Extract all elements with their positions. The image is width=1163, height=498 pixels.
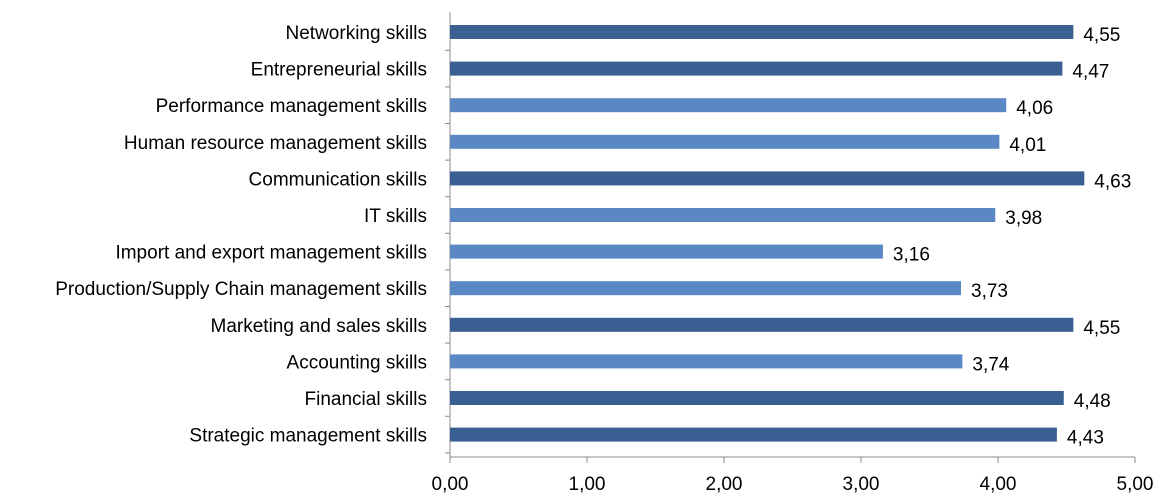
value-label: 3,73	[971, 281, 1008, 302]
bar	[450, 391, 1064, 405]
value-label: 4,43	[1067, 428, 1104, 449]
x-tick-label: 2,00	[706, 474, 743, 495]
category-label: Strategic management skills	[189, 426, 427, 447]
bar	[450, 208, 996, 222]
value-label: 3,74	[972, 354, 1009, 375]
x-tick-label: 4,00	[980, 474, 1017, 495]
category-label: IT skills	[364, 206, 427, 227]
value-label: 4,55	[1083, 25, 1120, 46]
value-label: 4,63	[1094, 171, 1131, 192]
value-label: 4,48	[1074, 391, 1111, 412]
x-tick-label: 0,00	[432, 474, 469, 495]
category-label: Accounting skills	[287, 352, 427, 373]
category-label: Networking skills	[286, 23, 427, 44]
value-label: 4,01	[1009, 135, 1046, 156]
category-label: Marketing and sales skills	[211, 316, 427, 337]
bar	[450, 354, 963, 369]
bar	[450, 317, 1074, 332]
category-label: Entrepreneurial skills	[251, 60, 427, 81]
category-label: Human resource management skills	[124, 133, 427, 154]
category-label: Import and export management skills	[115, 243, 427, 264]
bar	[450, 244, 883, 259]
bar	[450, 171, 1085, 186]
category-label: Communication skills	[249, 169, 427, 190]
value-label: 4,06	[1016, 98, 1053, 119]
value-label: 3,98	[1005, 208, 1042, 229]
category-label: Production/Supply Chain management skill…	[55, 279, 427, 300]
bar	[450, 25, 1074, 39]
bar	[450, 281, 962, 296]
x-tick-label: 3,00	[843, 474, 880, 495]
x-tick-label: 5,00	[1117, 474, 1154, 495]
bar	[450, 427, 1057, 442]
bar	[450, 98, 1007, 113]
bar	[450, 61, 1063, 76]
value-label: 3,16	[893, 245, 930, 266]
x-tick-label: 1,00	[569, 474, 606, 495]
value-label: 4,55	[1083, 318, 1120, 339]
category-label: Financial skills	[305, 389, 427, 410]
category-label: Performance management skills	[156, 96, 427, 117]
bar	[450, 134, 1000, 149]
value-label: 4,47	[1072, 62, 1109, 83]
